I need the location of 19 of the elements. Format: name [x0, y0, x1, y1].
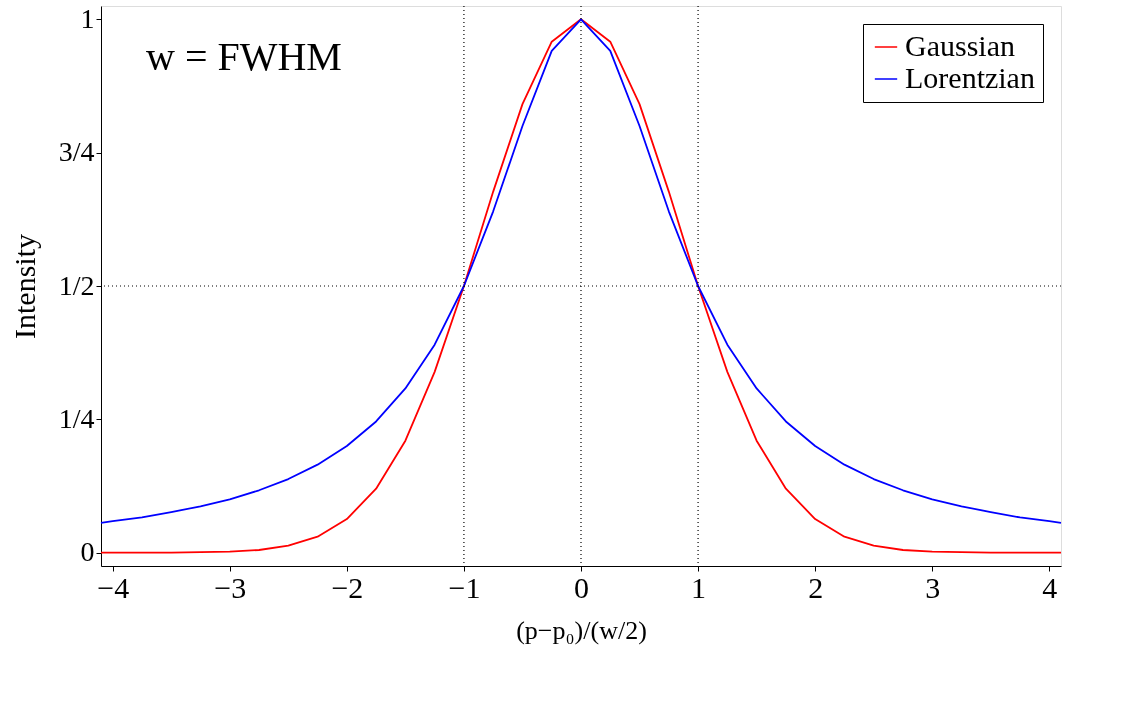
x-tick-label: 0: [574, 570, 589, 604]
legend-label: Gaussian: [905, 29, 1015, 62]
x-tick-label: −1: [448, 570, 481, 604]
x-axis-title: (p−p₀)/(w/2): [516, 615, 647, 645]
x-tick-label: −2: [331, 570, 364, 604]
x-tick-label: 3: [925, 570, 941, 604]
legend-label: Lorentzian: [905, 61, 1035, 94]
y-tick-label: 1/2: [58, 269, 95, 301]
x-tick-label: 1: [691, 570, 707, 604]
x-tick-label: 4: [1042, 570, 1058, 604]
x-tick-label: −4: [97, 570, 130, 604]
annotation: w = FWHM: [146, 34, 342, 79]
x-tick-label: 2: [808, 570, 824, 604]
y-tick-label: 1: [80, 2, 95, 34]
y-tick-label: 0: [80, 536, 95, 568]
y-axis-title: Intensity: [7, 234, 41, 339]
x-tick-label: −3: [214, 570, 247, 604]
y-tick-label: 1/4: [58, 402, 95, 434]
y-tick-label: 3/4: [58, 136, 95, 168]
